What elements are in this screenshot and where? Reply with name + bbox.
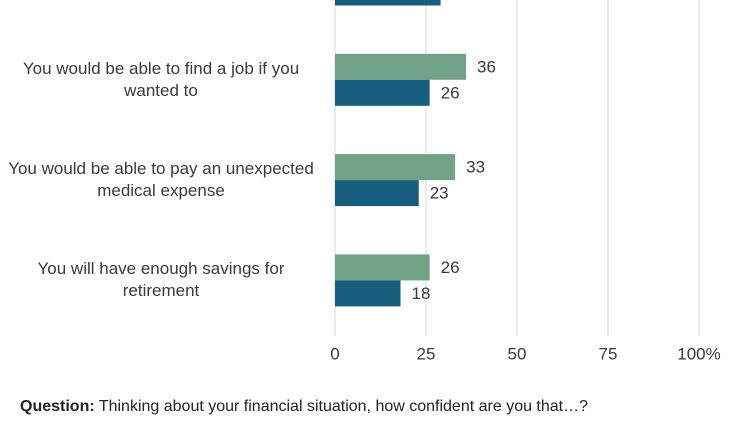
- value-label: 26: [441, 258, 460, 277]
- value-label: 29: [452, 0, 471, 2]
- x-tick-label: 50: [508, 344, 527, 363]
- value-label: 18: [412, 284, 431, 303]
- x-tick-label: 100%: [677, 344, 720, 363]
- category-label: You would be able to find a job if you w…: [22, 58, 300, 100]
- value-label: 23: [430, 184, 449, 203]
- x-tick-label: 25: [417, 344, 436, 363]
- value-label: 36: [477, 57, 496, 76]
- footer: Question: Thinking about your financial …: [20, 398, 588, 416]
- bar: [335, 180, 419, 207]
- x-tick-label: 75: [599, 344, 618, 363]
- bar: [335, 0, 441, 6]
- value-label: 33: [466, 158, 485, 177]
- bar: [335, 79, 430, 106]
- category-label: You would be able to pay an unexpected m…: [8, 159, 314, 201]
- category-label: You will have enough savings for retirem…: [37, 259, 285, 301]
- bar: [335, 53, 467, 80]
- bar: [335, 154, 456, 181]
- x-tick-label: 0: [330, 344, 339, 363]
- bar: [335, 280, 401, 307]
- question-text: Thinking about your financial situation,…: [98, 398, 589, 415]
- question-label: Question:: [20, 398, 95, 415]
- value-label: 26: [441, 83, 460, 102]
- bar: [335, 254, 430, 281]
